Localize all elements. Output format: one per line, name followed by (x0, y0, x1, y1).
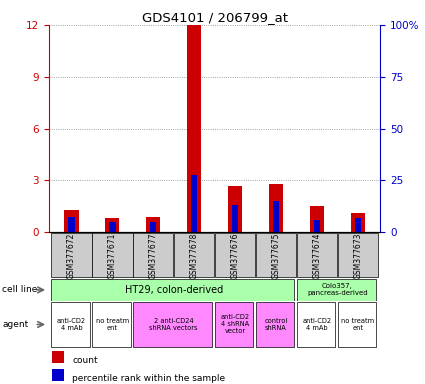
Bar (68, 217, 75, 232)
FancyBboxPatch shape (337, 233, 378, 278)
Text: cell line: cell line (2, 285, 37, 295)
Text: anti-CD2
4 mAb: anti-CD2 4 mAb (57, 318, 86, 331)
Text: percentile rank within the sample: percentile rank within the sample (72, 374, 225, 383)
Bar (105, 218, 119, 232)
Text: count: count (72, 356, 98, 365)
Title: GDS4101 / 206799_at: GDS4101 / 206799_at (142, 11, 288, 24)
Bar (109, 222, 116, 232)
FancyBboxPatch shape (337, 302, 376, 347)
Text: GSM377676: GSM377676 (231, 232, 240, 279)
Bar (351, 214, 365, 232)
Bar (314, 220, 320, 232)
Text: GSM377672: GSM377672 (67, 232, 76, 278)
Bar (269, 184, 283, 232)
Text: GSM377677: GSM377677 (149, 232, 158, 279)
Bar (52, 351, 64, 363)
Bar (64, 210, 79, 232)
FancyBboxPatch shape (51, 233, 92, 278)
Text: 2 anti-CD24
shRNA vectors: 2 anti-CD24 shRNA vectors (150, 318, 198, 331)
Text: HT29, colon-derived: HT29, colon-derived (125, 285, 223, 295)
Text: GSM377673: GSM377673 (353, 232, 363, 279)
Text: GSM377678: GSM377678 (190, 232, 198, 278)
Bar (191, 175, 197, 232)
Bar (232, 205, 238, 232)
FancyBboxPatch shape (51, 302, 90, 347)
Bar (354, 218, 361, 232)
Bar (146, 217, 160, 232)
Bar (150, 222, 156, 232)
Text: agent: agent (2, 320, 28, 329)
FancyBboxPatch shape (215, 302, 253, 347)
Text: anti-CD2
4 shRNA
vector: anti-CD2 4 shRNA vector (221, 314, 249, 334)
Text: GSM377671: GSM377671 (108, 232, 117, 278)
FancyBboxPatch shape (215, 233, 255, 278)
Text: anti-CD2
4 mAb: anti-CD2 4 mAb (302, 318, 332, 331)
FancyBboxPatch shape (133, 233, 173, 278)
FancyBboxPatch shape (256, 302, 294, 347)
Text: control
shRNA: control shRNA (264, 318, 288, 331)
FancyBboxPatch shape (174, 233, 215, 278)
Text: GSM377675: GSM377675 (272, 232, 280, 279)
FancyBboxPatch shape (297, 302, 335, 347)
FancyBboxPatch shape (256, 233, 296, 278)
Bar (228, 186, 242, 232)
Text: no treatm
ent: no treatm ent (96, 318, 129, 331)
Bar (187, 25, 201, 232)
Text: Colo357,
pancreas-derived: Colo357, pancreas-derived (307, 283, 368, 296)
FancyBboxPatch shape (133, 302, 212, 347)
FancyBboxPatch shape (92, 302, 130, 347)
Text: GSM377674: GSM377674 (312, 232, 321, 279)
FancyBboxPatch shape (51, 279, 294, 301)
FancyBboxPatch shape (297, 233, 337, 278)
FancyBboxPatch shape (297, 279, 376, 301)
Bar (52, 369, 64, 381)
FancyBboxPatch shape (92, 233, 133, 278)
Text: no treatm
ent: no treatm ent (341, 318, 374, 331)
Bar (273, 201, 279, 232)
Bar (310, 207, 324, 232)
